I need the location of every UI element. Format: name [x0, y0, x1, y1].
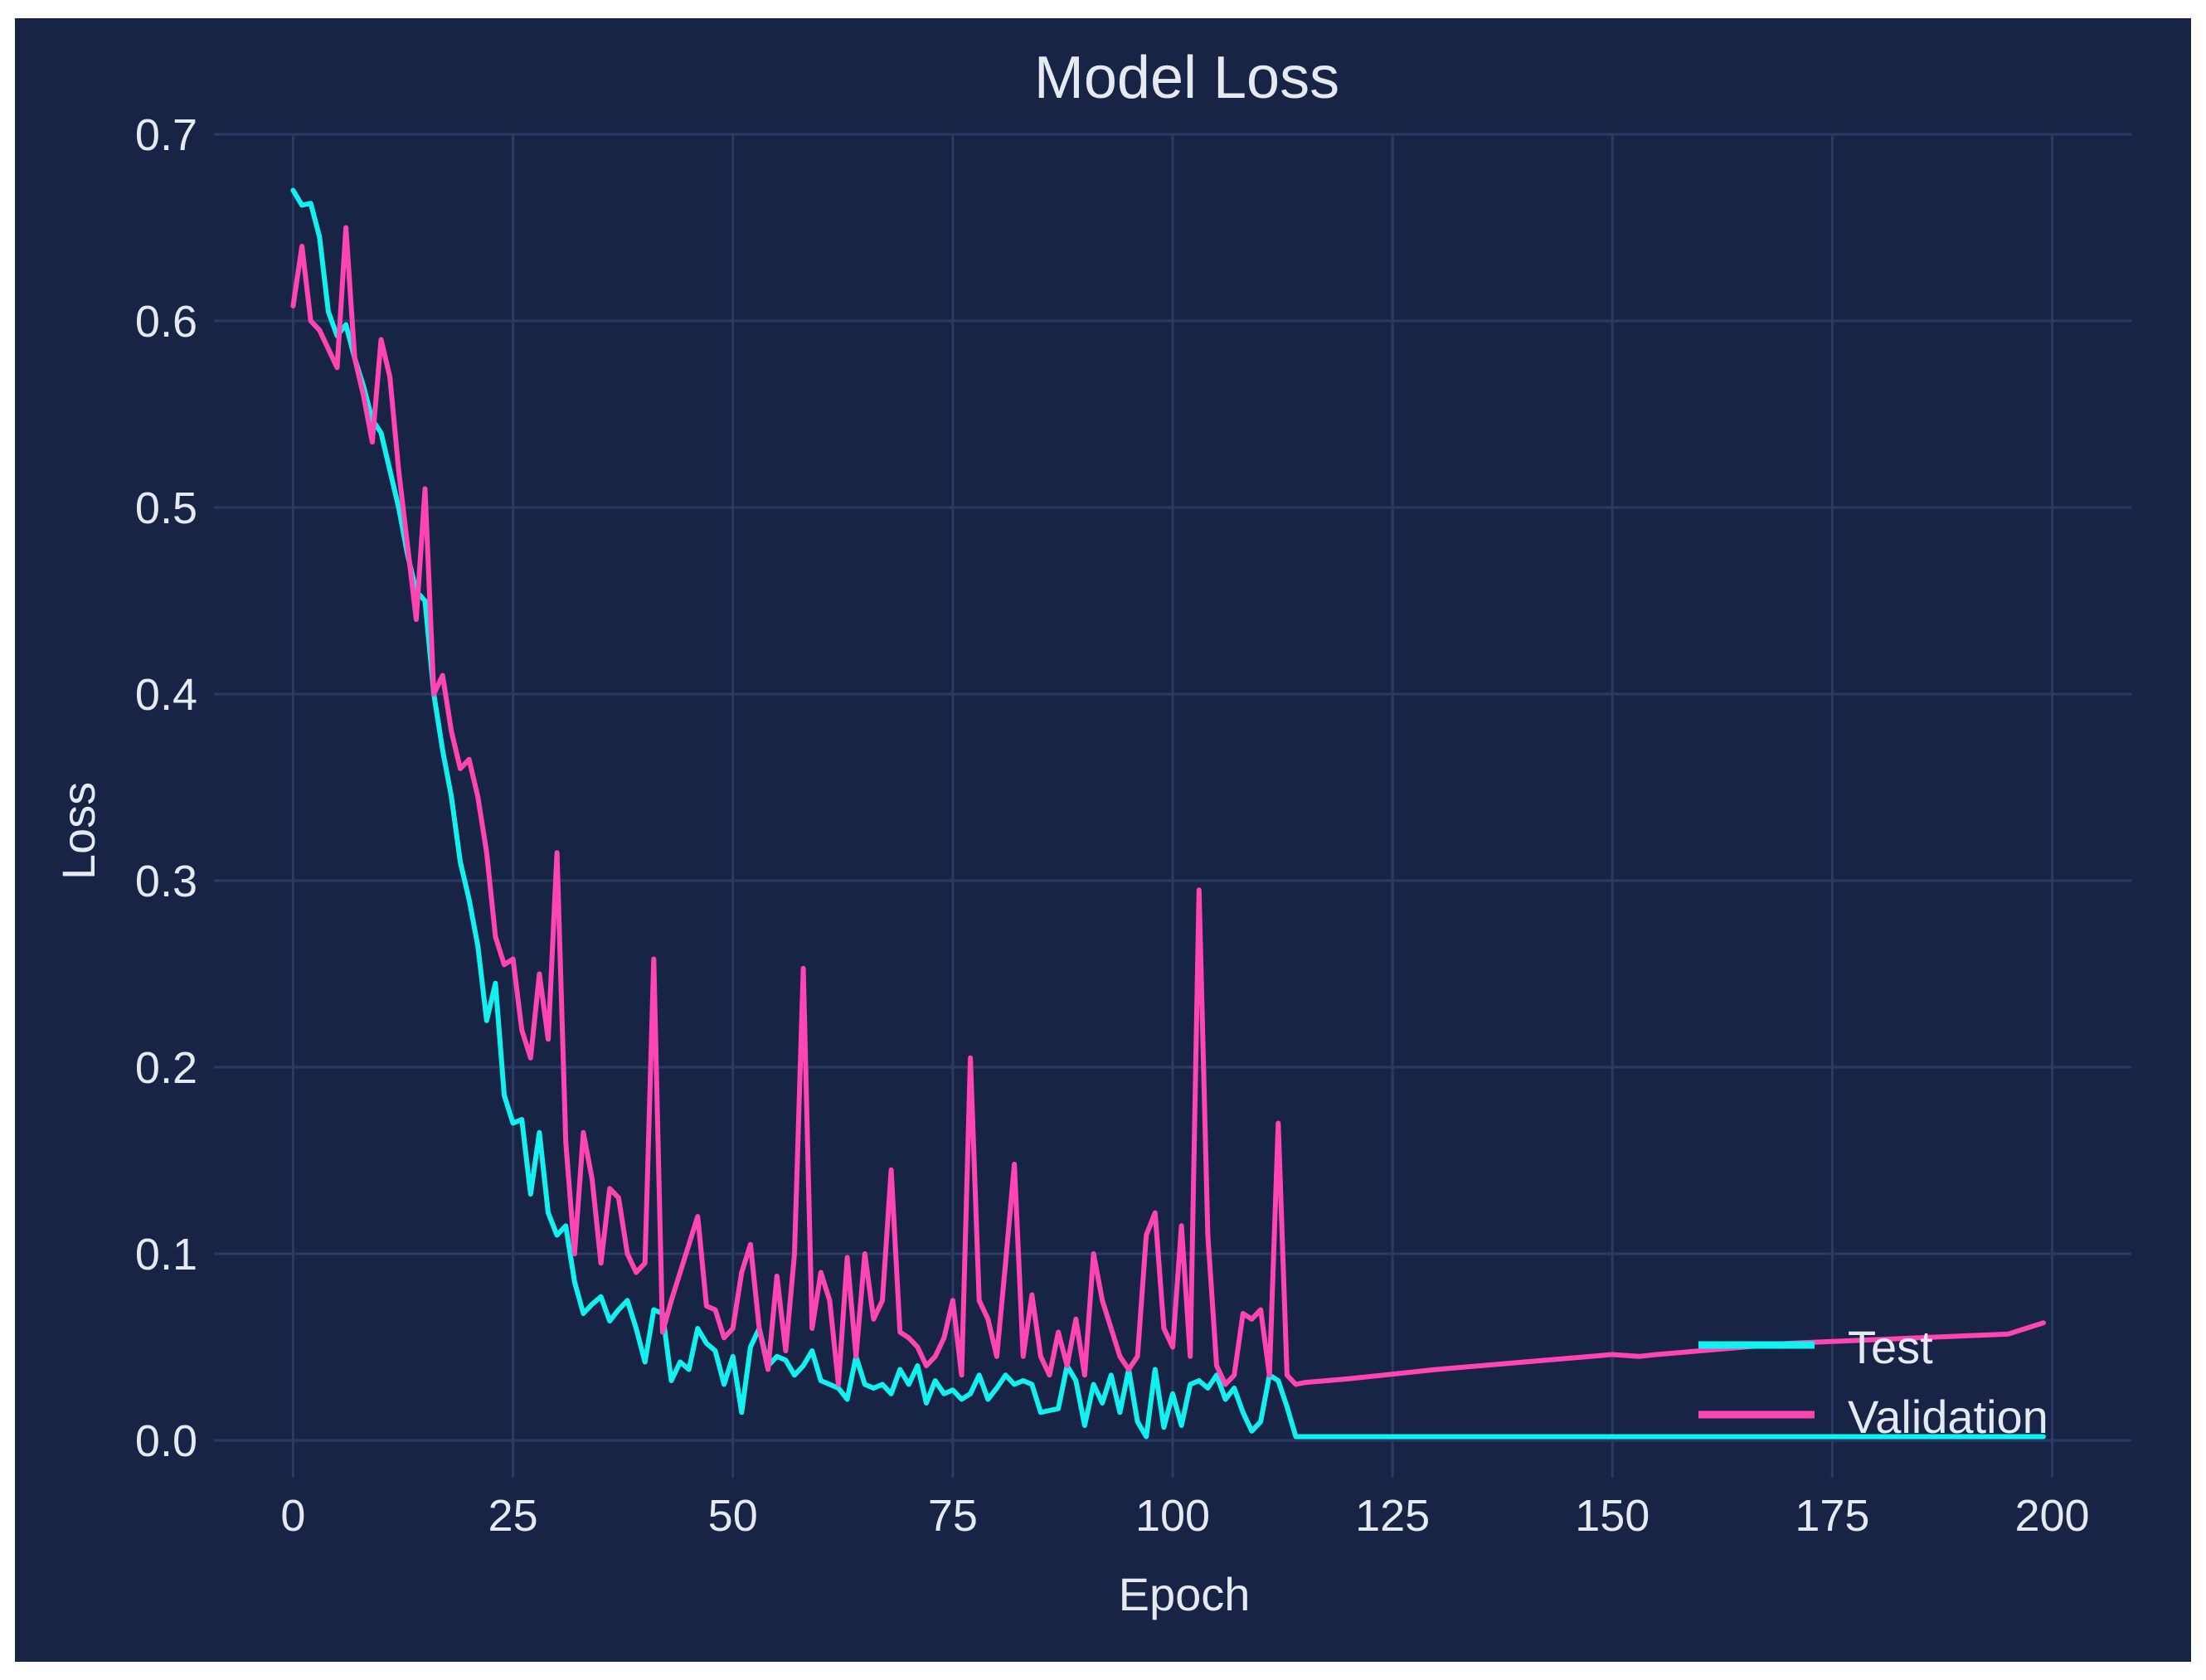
x-tick-label: 200 — [2014, 1491, 2089, 1541]
series-line-validation — [290, 225, 2046, 1387]
x-axis-label: Epoch — [1119, 1568, 1251, 1620]
x-tick-label: 125 — [1355, 1491, 1430, 1541]
x-tick-label: 175 — [1795, 1491, 1869, 1541]
chart-frame: 0.0 0.1 0.2 0.3 0.4 0.5 0.6 0.7 0 25 50 75 100 125 150… — [15, 18, 2191, 1662]
x-tick-label: 0 — [280, 1491, 305, 1541]
x-tick-label: 150 — [1575, 1491, 1650, 1541]
loss-chart: 0.0 0.1 0.2 0.3 0.4 0.5 0.6 0.7 0 25 50 75 100 125 150… — [52, 45, 2131, 1620]
legend-label-validation: Validation — [1848, 1391, 2048, 1443]
y-tick-label: 0.4 — [135, 670, 197, 720]
x-tick-label: 75 — [928, 1491, 978, 1541]
x-tick-label: 25 — [488, 1491, 538, 1541]
y-tick-label: 0.1 — [135, 1230, 197, 1279]
legend-label-test: Test — [1848, 1321, 1933, 1373]
y-tick-label: 0.3 — [135, 857, 197, 906]
grid-lines — [214, 133, 2131, 1478]
y-tick-label: 0.0 — [135, 1416, 197, 1466]
x-tick-label: 100 — [1135, 1491, 1210, 1541]
legend: Test Validation — [1698, 1321, 2048, 1443]
y-tick-label: 0.6 — [135, 297, 197, 347]
y-tick-label: 0.7 — [135, 110, 197, 160]
series-line-test — [290, 187, 2046, 1440]
chart-title: Model Loss — [1034, 45, 1339, 111]
series-lines — [290, 187, 2046, 1440]
y-tick-label: 0.2 — [135, 1043, 197, 1093]
x-tick-label: 50 — [708, 1491, 758, 1541]
y-tick-label: 0.5 — [135, 483, 197, 533]
tick-labels: 0.0 0.1 0.2 0.3 0.4 0.5 0.6 0.7 0 25 50 75 100 125 150… — [135, 110, 2090, 1541]
y-axis-label: Loss — [52, 782, 104, 880]
